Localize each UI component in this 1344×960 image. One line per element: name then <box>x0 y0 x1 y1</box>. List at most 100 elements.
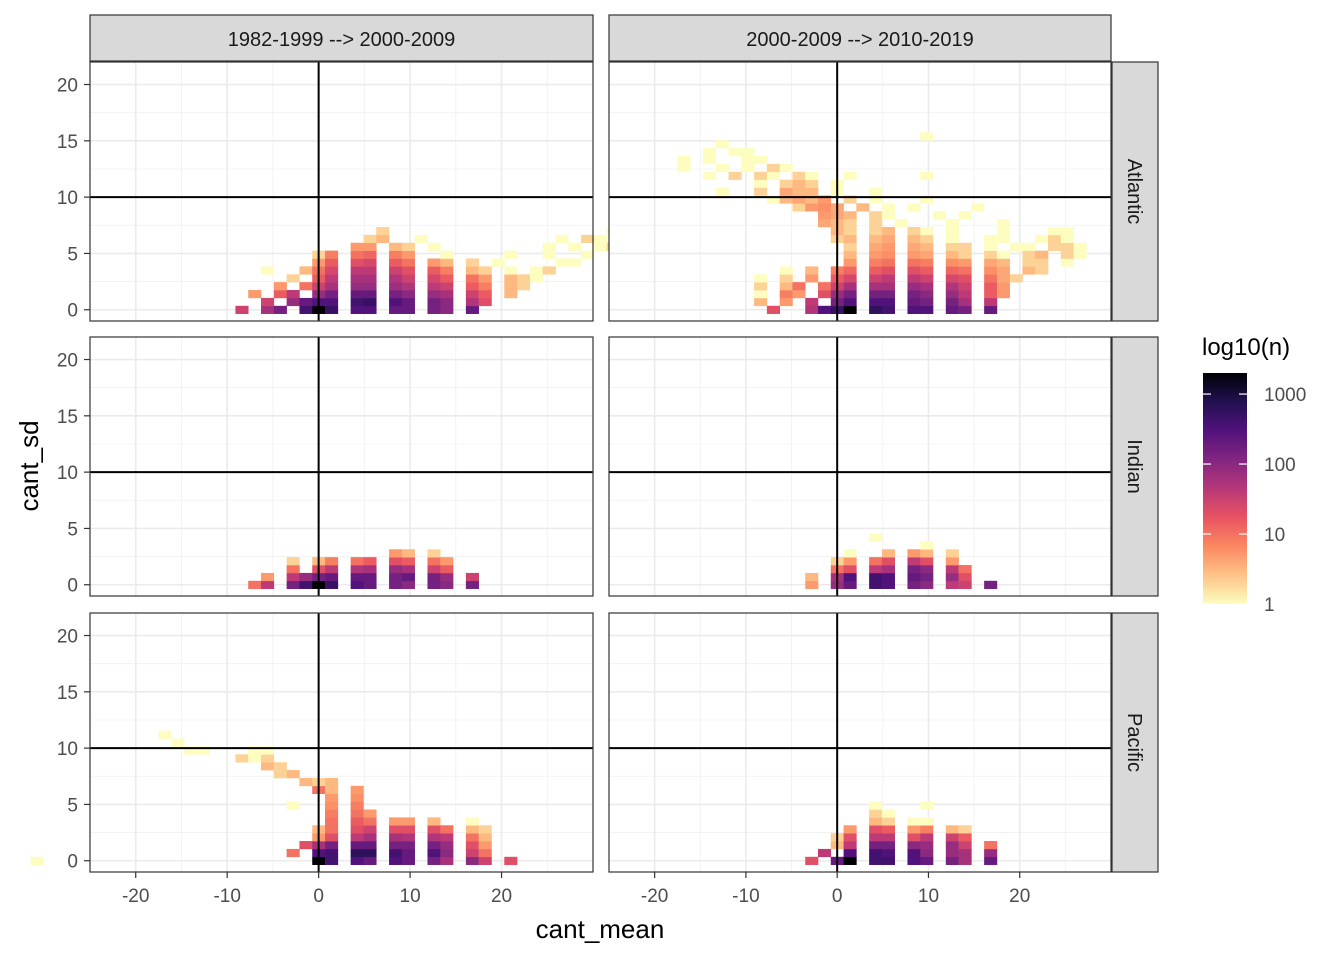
heatmap-cell <box>920 565 934 574</box>
heatmap-cell <box>478 848 492 858</box>
heatmap-cell <box>517 274 531 283</box>
heatmap-cell <box>401 282 415 291</box>
heatmap-cell <box>907 848 921 858</box>
heatmap-cell <box>363 817 377 826</box>
heatmap-cell <box>984 305 998 314</box>
y-tick-label: 10 <box>57 739 78 760</box>
heatmap-cell <box>869 226 883 236</box>
heatmap-cell <box>325 801 339 810</box>
row-strip-2: Pacific <box>1111 612 1159 873</box>
heatmap-cell <box>504 290 518 299</box>
panels-layer <box>30 61 1112 873</box>
heatmap-cell <box>248 754 262 763</box>
heatmap-cell <box>273 762 287 771</box>
panel-background <box>90 337 593 596</box>
heatmap-cell <box>818 203 832 212</box>
legend-label-0: 1 <box>1264 595 1275 616</box>
heatmap-cell <box>881 580 895 589</box>
heatmap-cell <box>401 848 415 858</box>
heatmap-cell <box>363 572 377 582</box>
heatmap-cell <box>958 266 972 275</box>
x-tick-label: 20 <box>1009 886 1030 907</box>
heatmap-cell <box>1048 226 1062 236</box>
heatmap-cell <box>779 195 793 204</box>
row-strip-0-label: Atlantic <box>1123 159 1145 225</box>
legend-ticks: 1 10 100 1000 <box>1203 385 1306 616</box>
panel-atlantic-1 <box>608 61 1112 322</box>
panel-background <box>609 613 1111 872</box>
heatmap-cell <box>427 580 441 589</box>
heatmap-cell <box>389 250 403 259</box>
heatmap-cell <box>754 290 768 299</box>
heatmap-cell <box>1009 242 1023 251</box>
heatmap-cell <box>427 258 441 267</box>
heatmap-cell <box>703 171 717 180</box>
heatmap-cell <box>363 282 377 291</box>
heatmap-cell <box>881 234 895 244</box>
heatmap-cell <box>907 557 921 566</box>
heatmap-cell <box>869 565 883 574</box>
heatmap-cell <box>555 234 569 244</box>
heatmap-cell <box>350 841 364 850</box>
heatmap-cell <box>465 817 479 826</box>
heatmap-cell <box>325 250 339 259</box>
heatmap-cell <box>1073 250 1087 259</box>
heatmap-cell <box>843 841 857 850</box>
panel-pacific-0 <box>30 612 594 873</box>
heatmap-cell <box>325 274 339 283</box>
heatmap-cell <box>945 549 959 558</box>
heatmap-cell <box>440 572 454 582</box>
heatmap-cell <box>1035 266 1049 275</box>
heatmap-cell <box>1060 250 1074 259</box>
heatmap-cell <box>581 234 595 244</box>
heatmap-cell <box>843 195 857 204</box>
heatmap-cell <box>920 817 934 826</box>
heatmap-cell <box>273 770 287 779</box>
heatmap-cell <box>984 856 998 865</box>
x-tick-label: 0 <box>832 886 843 907</box>
heatmap-cell <box>881 203 895 212</box>
heatmap-cell <box>414 234 428 244</box>
heatmap-cell <box>945 234 959 244</box>
heatmap-cell <box>792 187 806 196</box>
heatmap-cell <box>945 282 959 291</box>
legend-label-1: 10 <box>1264 525 1285 546</box>
heatmap-cell <box>907 203 921 212</box>
x-tick-label: 10 <box>400 886 421 907</box>
heatmap-cell <box>741 163 755 173</box>
heatmap-cell <box>792 203 806 212</box>
heatmap-cell <box>945 297 959 307</box>
heatmap-cell <box>440 250 454 259</box>
heatmap-cell <box>389 266 403 275</box>
heatmap-cell <box>286 565 300 574</box>
heatmap-cell <box>465 266 479 275</box>
heatmap-cell <box>401 242 415 251</box>
heatmap-cell <box>363 290 377 299</box>
heatmap-cell <box>299 572 313 582</box>
heatmap-cell <box>1048 242 1062 251</box>
heatmap-cell <box>184 746 198 755</box>
heatmap-cell <box>491 258 505 267</box>
heatmap-cell <box>843 825 857 834</box>
heatmap-cell <box>754 282 768 291</box>
heatmap-cell <box>907 266 921 275</box>
heatmap-cell <box>881 848 895 858</box>
heatmap-cell <box>401 565 415 574</box>
heatmap-cell <box>869 809 883 818</box>
heatmap-cell <box>286 848 300 858</box>
heatmap-cell <box>325 258 339 267</box>
y-tick-label: 0 <box>67 852 78 873</box>
heatmap-cell <box>818 211 832 220</box>
heatmap-cell <box>881 242 895 251</box>
heatmap-cell <box>907 258 921 267</box>
y-tick-label: 15 <box>57 132 78 153</box>
heatmap-cell <box>171 738 185 747</box>
heatmap-cell <box>593 234 608 244</box>
heatmap-cell <box>996 258 1010 267</box>
column-strip-0-box <box>89 14 594 62</box>
heatmap-cell <box>389 290 403 299</box>
heatmap-cell <box>1060 226 1074 236</box>
heatmap-cell <box>389 817 403 826</box>
heatmap-cell <box>389 856 403 865</box>
heatmap-cell <box>389 282 403 291</box>
